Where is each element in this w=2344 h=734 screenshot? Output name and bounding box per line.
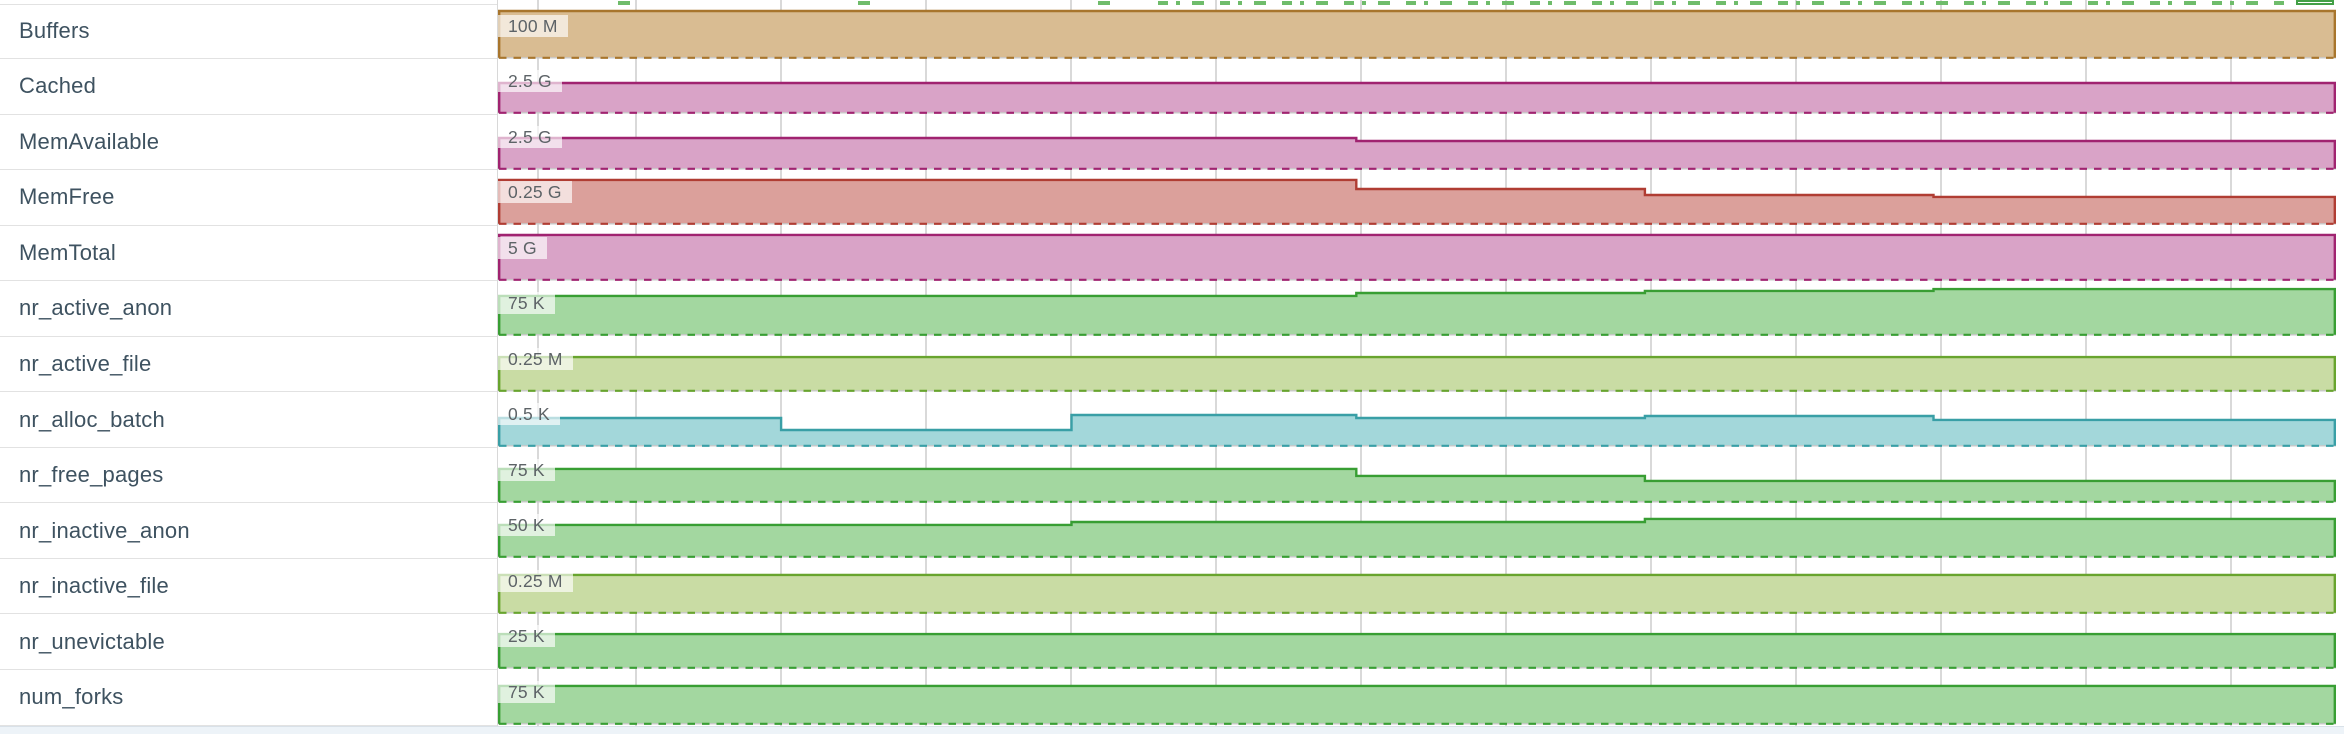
slice-dashes-dense (1158, 1, 2290, 5)
max-value-chip: 50 K (498, 514, 555, 537)
next-track-sliver (0, 725, 2344, 734)
max-value-chip: 0.25 M (498, 569, 573, 592)
max-value-chip: 5 G (498, 236, 547, 259)
counter-track-nr_free_pages[interactable]: 75 K (498, 447, 2336, 504)
track-name: nr_free_pages (19, 462, 164, 488)
track-name: num_forks (19, 684, 124, 710)
max-value-chip: 0.25 G (498, 181, 572, 204)
track-name: MemFree (19, 184, 115, 210)
track-label-row-nr_inactive_anon[interactable]: nr_inactive_anon (0, 503, 497, 559)
track-name: Cached (19, 73, 97, 99)
track-label-row-nr_unevictable[interactable]: nr_unevictable (0, 614, 497, 670)
track-label-row-Cached[interactable]: Cached (0, 59, 497, 115)
track-name: nr_alloc_batch (19, 406, 165, 432)
track-label-row-num_forks[interactable]: num_forks (0, 669, 497, 726)
track-name: MemAvailable (19, 128, 160, 154)
max-value-chip: 75 K (498, 680, 555, 703)
counter-track-MemAvailable[interactable]: 2.5 G (498, 114, 2336, 171)
counter-track-nr_unevictable[interactable]: 25 K (498, 614, 2336, 670)
track-name: nr_active_anon (19, 295, 173, 321)
counter-track-nr_inactive_anon[interactable]: 50 K (498, 503, 2336, 559)
track-label-row-nr_inactive_file[interactable]: nr_inactive_file (0, 558, 497, 615)
track-label-row-nr_alloc_batch[interactable]: nr_alloc_batch (0, 392, 497, 448)
max-value-chip: 100 M (498, 14, 568, 37)
slice-box (2296, 0, 2334, 5)
track-name: nr_inactive_file (19, 573, 169, 599)
track-label-row-nr_free_pages[interactable]: nr_free_pages (0, 447, 497, 504)
track-label-row-MemFree[interactable]: MemFree (0, 170, 497, 226)
track-label-row-MemTotal[interactable]: MemTotal (0, 225, 497, 282)
max-value-chip: 75 K (498, 458, 555, 481)
slice-dashes-sparse (618, 1, 1158, 5)
track-label-row-MemAvailable[interactable]: MemAvailable (0, 114, 497, 171)
timeline-canvas[interactable]: 100 M 2.5 G 2.5 G 0.25 G 5 G 75 K 0.25 M… (497, 0, 2344, 734)
track-name: nr_unevictable (19, 628, 165, 654)
track-name: MemTotal (19, 239, 116, 265)
max-value-chip: 0.25 M (498, 347, 573, 370)
track-label-row-Buffers[interactable]: Buffers (0, 3, 497, 60)
max-value-chip: 2.5 G (498, 70, 562, 93)
max-value-chip: 0.5 K (498, 403, 560, 426)
max-value-chip: 2.5 G (498, 125, 562, 148)
cutoff-track-above (498, 0, 2336, 6)
track-name: Buffers (19, 18, 90, 44)
counter-track-nr_alloc_batch[interactable]: 0.5 K (498, 392, 2336, 448)
counter-track-MemTotal[interactable]: 5 G (498, 225, 2336, 282)
track-label-row-nr_active_file[interactable]: nr_active_file (0, 336, 497, 393)
max-value-chip: 75 K (498, 292, 555, 315)
counter-track-Cached[interactable]: 2.5 G (498, 59, 2336, 115)
max-value-chip: 25 K (498, 625, 555, 648)
counter-track-Buffers[interactable]: 100 M (498, 3, 2336, 60)
timeline-rows: 100 M 2.5 G 2.5 G 0.25 G 5 G 75 K 0.25 M… (498, 0, 2336, 734)
track-name: nr_active_file (19, 351, 152, 376)
counter-track-nr_active_anon[interactable]: 75 K (498, 281, 2336, 337)
counter-track-nr_inactive_file[interactable]: 0.25 M (498, 558, 2336, 615)
track-name: nr_inactive_anon (19, 517, 190, 543)
counter-track-MemFree[interactable]: 0.25 G (498, 170, 2336, 226)
track-label-row-nr_active_anon[interactable]: nr_active_anon (0, 281, 497, 337)
counter-track-nr_active_file[interactable]: 0.25 M (498, 336, 2336, 393)
counter-track-num_forks[interactable]: 75 K (498, 669, 2336, 726)
track-name-sidebar: Buffers Cached MemAvailable MemFree MemT… (0, 0, 497, 734)
